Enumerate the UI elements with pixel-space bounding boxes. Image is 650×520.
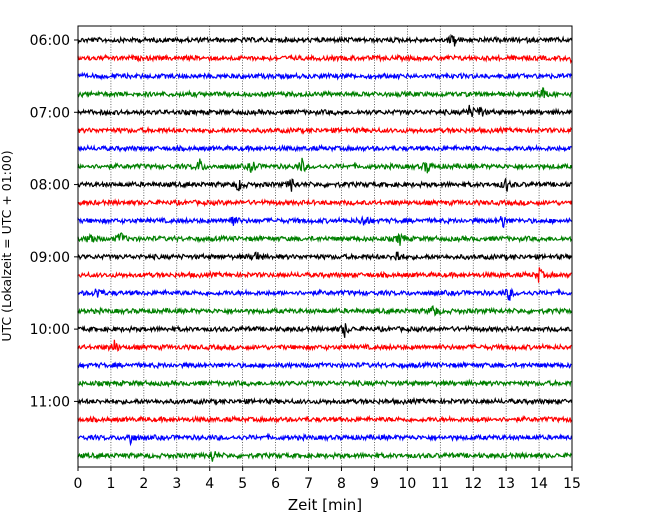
x-axis-label: Zeit [min]	[288, 496, 362, 514]
x-tick-label: 0	[74, 476, 83, 492]
seismogram-trace	[77, 143, 572, 153]
x-tick-label: 9	[370, 476, 379, 492]
x-tick-label: 10	[398, 476, 416, 492]
x-tick-label: 11	[431, 476, 449, 492]
y-tick-label: 09:00	[30, 250, 70, 266]
seismogram-trace	[77, 287, 573, 301]
y-tick-label: 06:00	[30, 33, 70, 49]
seismogram-trace	[77, 198, 573, 208]
seismogram-trace	[77, 339, 572, 352]
trace-group	[77, 33, 573, 462]
seismogram-trace	[77, 157, 573, 174]
seismogram-trace	[77, 323, 572, 338]
seismogram-trace	[77, 125, 573, 135]
seismogram-trace	[77, 305, 573, 317]
x-tick-label: 14	[530, 476, 548, 492]
seismogram-trace	[77, 71, 573, 81]
seismogram-trace	[77, 87, 572, 99]
seismogram-trace	[77, 232, 573, 246]
grid-lines	[110, 26, 540, 467]
x-tick-label: 4	[205, 476, 214, 492]
y-axis-ticks: 06:00 07:00 08:00 09:00 10:00 11:00	[30, 33, 78, 410]
seismogram-trace	[77, 215, 573, 229]
x-tick-label: 3	[172, 476, 181, 492]
seismogram-trace	[77, 178, 573, 192]
y-tick-label: 11:00	[30, 394, 70, 410]
y-tick-label: 08:00	[30, 178, 70, 194]
x-tick-label: 1	[106, 476, 115, 492]
x-tick-label: 7	[304, 476, 313, 492]
seismogram-trace	[77, 378, 572, 388]
x-tick-label: 6	[271, 476, 280, 492]
x-tick-label: 12	[464, 476, 482, 492]
x-tick-label: 5	[238, 476, 247, 492]
seismogram-trace	[77, 451, 573, 462]
seismogram-trace	[77, 251, 573, 262]
seismogram-trace	[77, 53, 573, 65]
seismogram-trace	[77, 33, 573, 47]
x-tick-label: 13	[497, 476, 515, 492]
seismogram-trace	[77, 104, 573, 117]
seismogram-trace	[77, 396, 573, 406]
x-tick-label: 15	[563, 476, 581, 492]
y-tick-label: 10:00	[30, 322, 70, 338]
seismogram-trace	[77, 432, 573, 447]
x-tick-label: 8	[337, 476, 346, 492]
x-axis-ticks: 0 1 2 3 4 5 6 7 8 9 10 11 12 13 14 15	[74, 467, 581, 492]
y-tick-label: 07:00	[30, 105, 70, 121]
seismogram-trace	[77, 414, 573, 424]
x-tick-label: 2	[139, 476, 148, 492]
seismogram-trace	[77, 267, 572, 283]
plot-frame	[77, 25, 573, 468]
seismogram-trace	[77, 360, 572, 370]
y-axis-label: UTC (Lokalzeit = UTC + 01:00)	[0, 150, 14, 341]
